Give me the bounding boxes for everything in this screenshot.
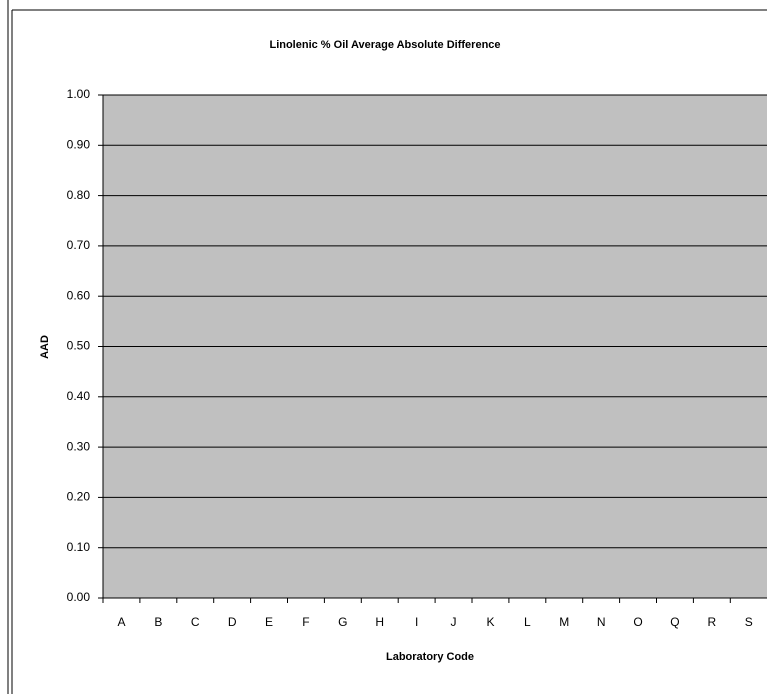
y-tick-label: 1.00 [67, 87, 91, 101]
x-tick-label: I [415, 615, 418, 629]
y-tick-label: 0.40 [67, 389, 91, 403]
y-axis-label: AAD [39, 335, 51, 359]
y-tick-label: 0.30 [67, 439, 91, 453]
chart-title: Linolenic % Oil Average Absolute Differe… [269, 39, 500, 51]
x-tick-label: M [559, 615, 569, 629]
x-tick-label: K [486, 615, 494, 629]
y-tick-label: 0.70 [67, 238, 91, 252]
x-tick-label: E [265, 615, 273, 629]
y-tick-label: 0.60 [67, 288, 91, 302]
x-tick-label: C [191, 615, 200, 629]
x-tick-label: Q [670, 615, 679, 629]
y-tick-label: 0.50 [67, 339, 91, 353]
x-tick-label: L [524, 615, 531, 629]
x-tick-label: B [154, 615, 162, 629]
x-tick-label: N [597, 615, 606, 629]
x-tick-label: R [708, 615, 717, 629]
y-tick-label: 0.90 [67, 137, 91, 151]
x-axis-label: Laboratory Code [386, 651, 474, 663]
x-tick-label: D [228, 615, 237, 629]
y-tick-label: 0.20 [67, 490, 91, 504]
x-tick-label: H [375, 615, 384, 629]
y-tick-label: 0.00 [67, 590, 91, 604]
x-tick-label: S [745, 615, 753, 629]
x-tick-label: J [451, 615, 457, 629]
y-tick-label: 0.10 [67, 540, 91, 554]
x-tick-label: O [633, 615, 642, 629]
y-tick-label: 0.80 [67, 188, 91, 202]
x-tick-label: G [338, 615, 347, 629]
x-tick-label: F [302, 615, 309, 629]
x-tick-label: A [117, 615, 125, 629]
